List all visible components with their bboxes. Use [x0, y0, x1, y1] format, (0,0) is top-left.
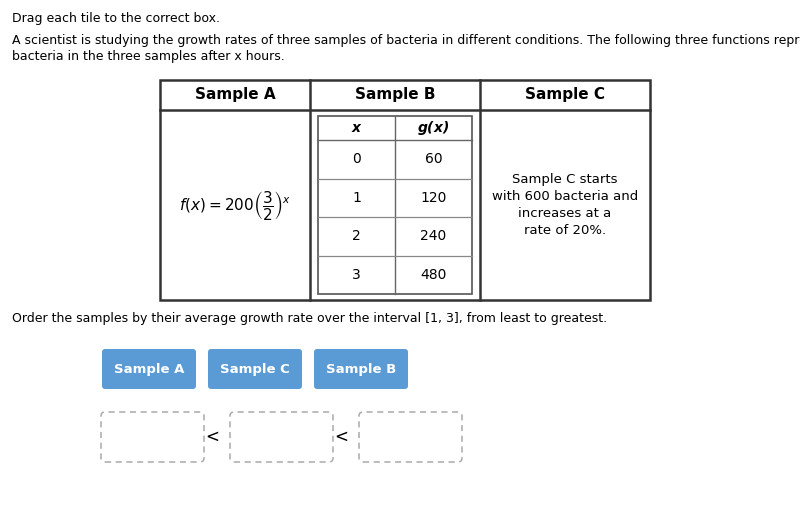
- Text: increases at a: increases at a: [518, 207, 612, 220]
- FancyBboxPatch shape: [102, 349, 196, 389]
- Bar: [318, 116, 472, 294]
- Text: with 600 bacteria and: with 600 bacteria and: [492, 190, 638, 203]
- Text: $\bfit{x}$: $\bfit{x}$: [350, 121, 362, 135]
- Text: 3: 3: [352, 268, 361, 282]
- Text: 60: 60: [425, 152, 442, 166]
- Text: 120: 120: [420, 191, 446, 205]
- Text: bacteria in the three samples after x hours.: bacteria in the three samples after x ho…: [12, 50, 285, 63]
- Text: 480: 480: [420, 268, 446, 282]
- Bar: [160, 80, 650, 300]
- Text: 0: 0: [352, 152, 361, 166]
- Text: Sample B: Sample B: [326, 363, 396, 376]
- FancyBboxPatch shape: [359, 412, 462, 462]
- FancyBboxPatch shape: [230, 412, 333, 462]
- Text: 1: 1: [352, 191, 361, 205]
- FancyBboxPatch shape: [208, 349, 302, 389]
- Text: <: <: [334, 428, 348, 446]
- Text: Sample C: Sample C: [525, 88, 605, 103]
- Text: Sample B: Sample B: [354, 88, 435, 103]
- Text: $\bfit{g(x)}$: $\bfit{g(x)}$: [418, 119, 450, 137]
- Text: A scientist is studying the growth rates of three samples of bacteria in differe: A scientist is studying the growth rates…: [12, 34, 800, 47]
- Text: 240: 240: [420, 229, 446, 243]
- Text: Drag each tile to the correct box.: Drag each tile to the correct box.: [12, 12, 220, 25]
- Text: Order the samples by their average growth rate over the interval [1, 3], from le: Order the samples by their average growt…: [12, 312, 607, 325]
- Text: Sample C: Sample C: [220, 363, 290, 376]
- Text: rate of 20%.: rate of 20%.: [524, 224, 606, 237]
- FancyBboxPatch shape: [101, 412, 204, 462]
- Text: Sample A: Sample A: [194, 88, 275, 103]
- Text: Sample C starts: Sample C starts: [512, 173, 618, 186]
- Text: Sample A: Sample A: [114, 363, 184, 376]
- Text: $f(x) = 200\left(\dfrac{3}{2}\right)^x$: $f(x) = 200\left(\dfrac{3}{2}\right)^x$: [179, 188, 291, 222]
- Text: 2: 2: [352, 229, 361, 243]
- FancyBboxPatch shape: [314, 349, 408, 389]
- Text: <: <: [205, 428, 219, 446]
